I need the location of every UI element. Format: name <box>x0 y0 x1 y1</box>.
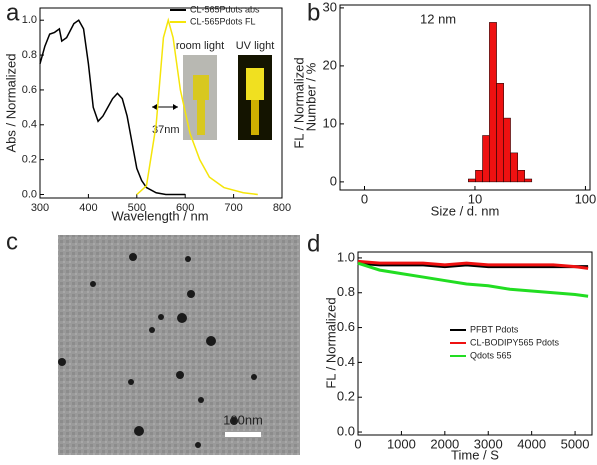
y2-axis-label: FL / Normalized <box>291 57 306 148</box>
x-tick-label: 3000 <box>474 436 503 451</box>
y-axis-label: Abs / Normalized <box>3 54 18 153</box>
annotation: UV light <box>236 40 275 52</box>
bar <box>489 22 497 183</box>
x-tick-label: 0 <box>361 191 368 206</box>
panel-letter: c <box>6 228 18 255</box>
y-tick-label: 30 <box>323 0 337 14</box>
x-tick-label: 0 <box>354 436 361 451</box>
y-axis-label: Number / % <box>303 62 318 131</box>
legend-label: PFBT Pdots <box>470 324 519 334</box>
particles <box>58 253 257 448</box>
x-axis-label: Wavelength / nm <box>111 208 208 223</box>
vial-liquid <box>251 100 259 135</box>
x-tick-label: 800 <box>273 202 291 214</box>
vial-liquid <box>197 100 205 135</box>
panel-letter: d <box>307 230 320 257</box>
bar <box>503 117 511 183</box>
y-tick-label: 0.8 <box>337 284 355 299</box>
plot-frame <box>339 4 591 191</box>
plot-frame <box>39 7 283 199</box>
x-tick-label: 500 <box>128 202 146 214</box>
y-tick-label: 0.6 <box>22 84 37 96</box>
y-axis-label: FL / Normalized <box>323 297 338 388</box>
y-tick-label: 0.2 <box>337 389 355 404</box>
legend-label: CL-BODIPY565 Pdots <box>470 337 560 347</box>
plot-frame <box>357 251 593 436</box>
bar <box>496 83 504 183</box>
annotation: 100nm <box>223 412 263 427</box>
series-line <box>357 259 589 270</box>
panel-letter: a <box>6 0 20 26</box>
legend-label: CL-565Pdots abs <box>190 4 260 14</box>
x-axis-label: Size / d. nm <box>431 203 500 218</box>
y-tick-label: 10 <box>323 115 337 130</box>
x-tick-label: 5000 <box>561 436 590 451</box>
bar <box>510 152 519 183</box>
vial-liquid <box>193 75 209 100</box>
bar <box>482 135 490 183</box>
y-tick-label: 0.2 <box>22 154 37 166</box>
bar <box>475 170 483 183</box>
legend-label: CL-565Pdots FL <box>190 16 256 26</box>
bar <box>524 178 533 183</box>
y-tick-label: 1.0 <box>337 249 355 264</box>
series-line <box>39 19 186 196</box>
y-tick-label: 20 <box>323 57 337 72</box>
legend-label: Qdots 565 <box>470 350 512 360</box>
tem-image <box>58 235 300 455</box>
annotation: 37nm <box>152 124 180 136</box>
y-tick-label: 0.0 <box>22 188 37 200</box>
y-tick-label: 0.4 <box>337 354 355 369</box>
x-tick-label: 2000 <box>430 436 459 451</box>
x-tick-label: 4000 <box>517 436 546 451</box>
y-tick-label: 0.4 <box>22 119 37 131</box>
y-tick-label: 0.8 <box>22 49 37 61</box>
series-line <box>357 261 589 298</box>
vial-liquid <box>246 68 264 100</box>
y-tick-label: 1.0 <box>22 14 37 26</box>
x-tick-label: 700 <box>224 202 242 214</box>
annotation: 12 nm <box>420 11 456 26</box>
x-axis-label: Time / S <box>451 447 499 462</box>
x-tick-label: 10 <box>468 191 482 206</box>
y-tick-label: 0.0 <box>337 423 355 438</box>
bar <box>517 170 525 183</box>
bar <box>468 178 476 183</box>
x-tick-label: 1000 <box>387 436 416 451</box>
y-tick-label: 0.6 <box>337 319 355 334</box>
scale-bar <box>225 432 261 437</box>
x-tick-label: 600 <box>176 202 194 214</box>
x-tick-label: 400 <box>79 202 97 214</box>
y-tick-label: 0 <box>330 173 337 188</box>
annotation: room light <box>176 40 224 52</box>
series-line <box>136 17 258 196</box>
x-tick-label: 100 <box>575 191 597 206</box>
panel-letter: b <box>307 0 320 26</box>
x-tick-label: 300 <box>31 202 49 214</box>
